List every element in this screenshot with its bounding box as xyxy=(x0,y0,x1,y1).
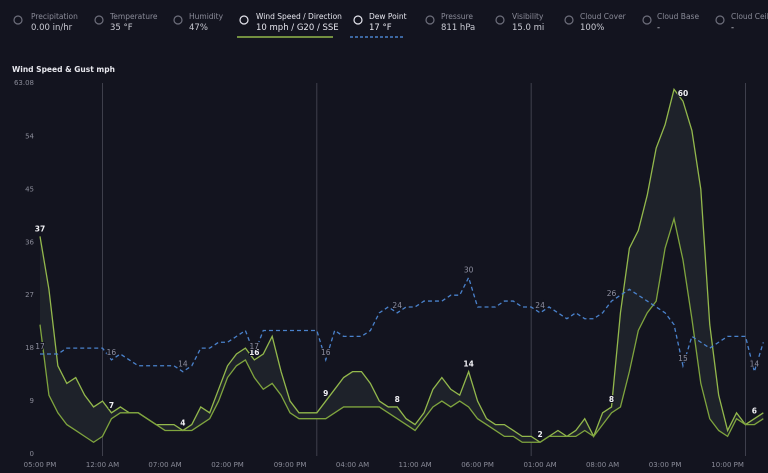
data-label: 17 xyxy=(35,342,45,351)
x-tick-label: 02:00 PM xyxy=(211,461,244,469)
metric-value: 0.00 in/hr xyxy=(31,23,73,33)
data-label: 16 xyxy=(249,348,259,357)
metric-value: 10 mph / G20 / SSE xyxy=(256,23,339,33)
x-tick-label: 01:00 AM xyxy=(523,461,556,469)
metric-label: Precipitation xyxy=(31,12,78,21)
metric-icon xyxy=(239,15,249,25)
x-tick-label: 03:00 PM xyxy=(649,461,682,469)
metric[interactable]: Humidity 47% xyxy=(189,12,223,33)
x-tick-label: 12:00 AM xyxy=(86,461,119,469)
metric-icon xyxy=(13,15,23,25)
data-label: 16 xyxy=(321,348,331,357)
metric-label: Visibility xyxy=(512,12,544,21)
metric-label: Pressure xyxy=(441,12,474,21)
metric-value: - xyxy=(657,23,661,33)
data-label: 4 xyxy=(180,418,185,427)
y-tick-label: 54 xyxy=(25,132,34,140)
data-label: 60 xyxy=(678,89,688,98)
metric-label: Temperature xyxy=(110,12,158,21)
y-tick-label: 63.08 xyxy=(14,79,34,87)
data-label: 2 xyxy=(537,430,542,439)
data-label: 7 xyxy=(109,401,114,410)
metric-icon xyxy=(94,15,104,25)
data-label: 14 xyxy=(750,360,760,369)
x-tick-label: 11:00 AM xyxy=(398,461,431,469)
chart-title: Wind Speed & Gust mph xyxy=(12,65,115,74)
y-tick-label: 18 xyxy=(25,344,34,352)
metric-icon xyxy=(715,15,725,25)
metric-icon xyxy=(353,15,363,25)
x-tick-label: 05:00 PM xyxy=(24,461,57,469)
x-tick-label: 04:00 AM xyxy=(336,461,369,469)
data-label: 6 xyxy=(752,407,757,416)
metric[interactable]: Cloud Ceiling - xyxy=(731,12,768,33)
metric-icon xyxy=(173,15,183,25)
metric-icon xyxy=(495,15,505,25)
metrics-bar: Precipitation 0.00 in/hr Temperature 35 °F H… xyxy=(0,0,768,40)
metric-icon xyxy=(425,15,435,25)
metric[interactable]: Visibility 15.0 mi xyxy=(512,12,544,33)
metric-value: - xyxy=(731,23,735,33)
y-tick-label: 9 xyxy=(30,397,34,405)
series-line xyxy=(39,216,764,444)
metric[interactable]: Pressure 811 hPa xyxy=(441,12,475,33)
metric-value: 17 °F xyxy=(369,23,392,33)
data-label: 9 xyxy=(323,389,328,398)
metric-label: Cloud Base xyxy=(657,12,700,21)
metric-value: 15.0 mi xyxy=(512,23,545,33)
x-tick-label: 09:00 PM xyxy=(274,461,307,469)
x-tick-label: 10:00 PM xyxy=(711,461,744,469)
metric-value: 35 °F xyxy=(110,23,133,33)
data-label: 37 xyxy=(35,224,45,233)
x-tick-label: 06:00 PM xyxy=(461,461,494,469)
metric[interactable]: Dew Point 17 °F xyxy=(369,12,407,33)
y-tick-label: 36 xyxy=(25,238,34,246)
metric-label: Humidity xyxy=(189,12,224,21)
data-label: 24 xyxy=(535,301,545,310)
metric-label: Cloud Ceiling xyxy=(731,12,768,21)
metric-value: 100% xyxy=(580,23,605,33)
y-tick-label: 45 xyxy=(25,185,34,193)
data-label: 15 xyxy=(678,354,688,363)
gust-band xyxy=(40,89,764,443)
data-label: 30 xyxy=(464,266,474,275)
metric-label: Cloud Cover xyxy=(580,12,626,21)
metric-value: 47% xyxy=(189,23,208,33)
metric-label: Wind Speed / Direction xyxy=(256,12,342,21)
data-label: 14 xyxy=(463,360,473,369)
metric[interactable]: Precipitation 0.00 in/hr xyxy=(31,12,78,33)
data-label: 26 xyxy=(607,289,617,298)
metric[interactable]: Cloud Base - xyxy=(657,12,699,33)
series-line xyxy=(40,275,764,375)
data-label: 16 xyxy=(107,348,117,357)
y-tick-label: 0 xyxy=(30,450,34,458)
metric-label: Dew Point xyxy=(369,12,407,21)
metric-icon xyxy=(564,15,574,25)
data-label: 14 xyxy=(178,360,188,369)
metric-icon xyxy=(642,15,652,25)
x-tick-label: 07:00 AM xyxy=(148,461,181,469)
x-tick-label: 08:00 AM xyxy=(586,461,619,469)
metric[interactable]: Temperature 35 °F xyxy=(110,12,158,33)
data-label: 8 xyxy=(609,395,614,404)
y-tick-label: 27 xyxy=(25,291,34,299)
metric-value: 811 hPa xyxy=(441,23,476,33)
data-label: 8 xyxy=(395,395,400,404)
metric[interactable]: Wind Speed / Direction 10 mph / G20 / SSE xyxy=(256,12,342,33)
metric[interactable]: Cloud Cover 100% xyxy=(580,12,626,33)
data-label: 17 xyxy=(250,342,260,351)
series-line xyxy=(39,87,764,444)
data-label: 24 xyxy=(392,301,402,310)
